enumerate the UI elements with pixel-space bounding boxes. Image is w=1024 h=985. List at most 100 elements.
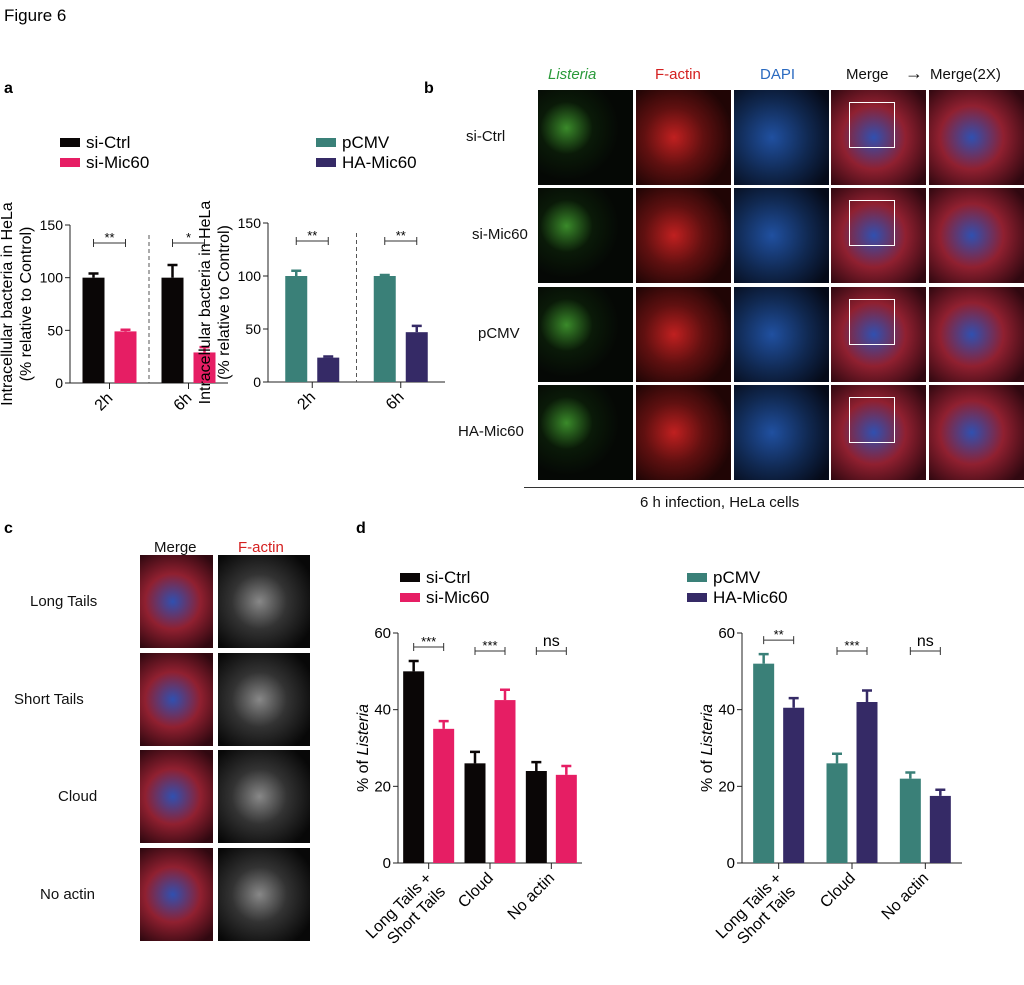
micrograph [218,750,310,843]
col-listeria: Listeria [548,66,597,83]
arrow-icon: → [905,63,923,83]
significance-bracket [474,647,506,655]
y-tick-label: 150 [40,217,64,233]
bar [433,728,455,863]
significance-label: *** [421,634,436,649]
micrograph [538,90,633,185]
micrograph [734,90,829,185]
legend-label: si-Mic60 [86,153,149,172]
micrograph [636,287,731,382]
legend-swatch [316,138,336,147]
micrograph [140,555,213,648]
bar [464,763,486,863]
micrograph [636,188,731,283]
micrograph [831,385,926,480]
y-axis-label: % of Listeria [699,704,716,792]
micrograph [140,653,213,746]
y-tick-label: 20 [718,778,735,795]
bar-chart: 0 20 40 60 *** Long Tails +Short Tails *** Clou… [355,568,582,956]
bar [525,771,547,863]
micrograph [831,287,926,382]
y-tick-label: 100 [40,270,64,286]
error-bar [788,696,799,708]
row-label: Short Tails [14,691,84,708]
legend-label: si-Ctrl [86,133,130,152]
significance-label: ns [917,633,934,650]
y-tick-label: 20 [374,778,391,795]
x-tick-label: 6h [383,389,408,414]
x-tick-label: Long Tails +Short Tails [363,870,449,956]
bar [856,702,878,863]
col-factin: F-actin [655,66,701,83]
bar [405,332,428,382]
micrograph [929,90,1024,185]
x-tick-label: 6h [171,390,196,415]
zoom-box [849,200,895,246]
significance-label: ns [543,633,560,650]
y-axis-label: Intracellular bacteria in HeLa (% relativ… [197,201,233,405]
error-bar [832,752,842,764]
panel-label-a: a [4,80,13,97]
significance-bracket [763,636,795,645]
bar [783,707,805,863]
micrograph [538,385,633,480]
row-label: si-Ctrl [466,128,506,145]
micrograph [218,848,310,941]
error-bar [88,272,99,278]
legend-label: si-Ctrl [426,568,470,587]
row-label: si-Mic60 [472,226,528,243]
legend-swatch [687,573,707,582]
col-factin: F-actin [238,539,284,556]
legend-label: pCMV [713,568,761,587]
error-bar [379,273,390,277]
y-tick-label: 0 [383,855,391,872]
bar [114,331,137,383]
error-bar [470,750,480,764]
significance-bracket [909,647,941,655]
error-bar [438,719,449,729]
col-dapi: DAPI [760,66,796,83]
x-tick-label: Long Tails +Short Tails [713,870,799,956]
bar-chart: 0 20 40 60 ** Long Tails +Short Tails *** Cloud… [687,568,962,956]
micrograph [929,188,1024,283]
significance-label: * [186,230,191,245]
micrograph [831,90,926,185]
y-tick-label: 50 [245,321,261,337]
panel-label-d: d [356,520,366,537]
panel-label-b: b [424,80,434,97]
bar [193,352,216,383]
significance-bracket [413,642,445,651]
bar-chart: 0 50 100 150 ** 2h * 6h Intracellular bacteria i… [0,133,228,414]
row-label: No actin [40,886,96,903]
figure-title: Figure 6 [4,6,67,25]
panel-b-caption: 6 h infection, HeLa cells [640,494,800,511]
error-bar [120,328,131,332]
error-bar [905,771,916,779]
x-tick-label: 2h [92,390,117,415]
significance-bracket [93,239,126,247]
bar [826,763,848,863]
row-label: pCMV [478,325,520,342]
legend-label: HA-Mic60 [342,153,417,172]
legend-label: si-Mic60 [426,588,489,607]
error-bar [167,263,178,278]
y-tick-label: 60 [718,625,735,642]
y-tick-label: 0 [253,374,261,390]
micrograph [218,555,310,648]
bar [494,700,516,863]
micrograph [929,385,1024,480]
x-tick-label: No actin [505,870,559,924]
micrograph [140,848,213,941]
micrograph [218,653,310,746]
y-axis-label: % of Listeria [355,704,372,792]
micrograph [734,287,829,382]
x-tick-label: 2h [294,389,319,414]
legend-swatch [400,593,420,602]
bar [753,663,775,863]
x-tick-label: Cloud [817,870,859,912]
significance-bracket [172,239,205,247]
micrograph [734,188,829,283]
legend-swatch [316,158,336,167]
legend-label: pCMV [342,133,390,152]
